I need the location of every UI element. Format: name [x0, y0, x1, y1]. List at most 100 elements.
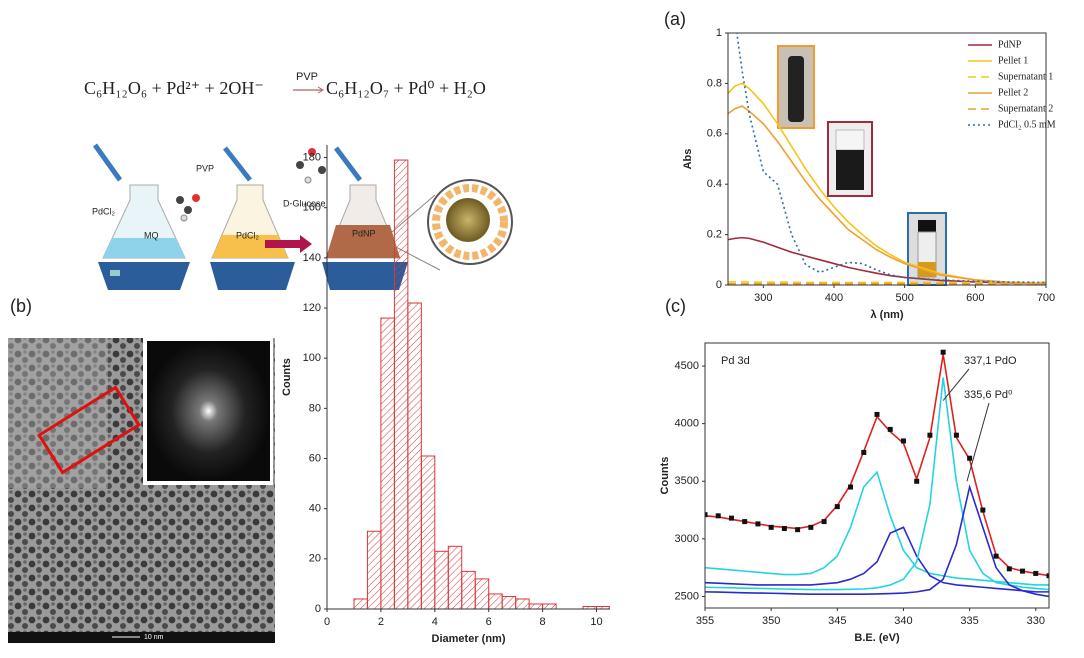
bar: [380, 317, 395, 609]
leader: [966, 402, 990, 482]
x-axis-label: Diameter (nm): [432, 633, 506, 645]
products: C₆H₁₂O₇ + Pd⁰ + H₂O: [326, 78, 486, 98]
data-point: [795, 527, 801, 533]
data-point: [953, 432, 959, 438]
y-axis-label: Counts: [281, 358, 293, 396]
vial-photos: [777, 45, 947, 286]
y-tick-label: 0.4: [707, 178, 722, 190]
x-tick-label: 600: [966, 292, 984, 304]
legend-label: Pellet 1: [998, 55, 1028, 66]
x-tick-label: 10: [590, 616, 602, 628]
data-point: [900, 438, 906, 444]
y-tick-label: 20: [309, 553, 321, 565]
panel-label: (c): [665, 296, 686, 316]
bar: [407, 302, 422, 609]
x-tick-label: 4: [432, 616, 438, 628]
plot-area: [705, 349, 1049, 598]
plot-frame: [704, 342, 1050, 609]
x-tick-label: 6: [486, 616, 492, 628]
y-tick-label: 80: [309, 402, 321, 414]
y-tick-label: 160: [303, 202, 321, 214]
x-tick-label: 340: [894, 615, 912, 627]
bar: [420, 455, 436, 609]
data-point: [1006, 566, 1012, 572]
x-tick-label: 400: [825, 292, 843, 304]
legend-label: PdNP: [998, 39, 1022, 50]
bar: [501, 595, 517, 609]
x-axis-label: λ (nm): [871, 309, 904, 321]
x-tick-label: 8: [540, 616, 546, 628]
line: [728, 105, 1046, 285]
process-arrow: [265, 235, 312, 253]
scheme-label: PVP: [196, 163, 214, 173]
x-tick-label: 300: [754, 292, 772, 304]
data-point: [887, 426, 893, 432]
plot-area: [728, 33, 1046, 285]
scale-bar-label: 10 nm: [144, 634, 164, 641]
annotation: Pd 3d: [721, 355, 750, 367]
line: [728, 82, 1046, 285]
line: [705, 526, 1049, 593]
bar: [366, 530, 382, 609]
reaction-scheme: C₆H₁₂O₆ + Pd²⁺ + 2OH⁻ PVP C₆H₁₂O₇ + Pd⁰ …: [84, 71, 513, 290]
legend-label: Supernatant 2: [998, 103, 1053, 114]
bar: [461, 570, 476, 609]
bar: [528, 603, 544, 609]
arrow-label: PVP: [296, 71, 318, 83]
y-tick-label: 0: [315, 603, 321, 615]
data-point: [808, 524, 814, 530]
stirrer-1: [92, 143, 190, 290]
stirrer-2: [176, 146, 295, 290]
data-point: [821, 519, 827, 525]
bar: [353, 598, 368, 609]
legend-label: Pellet 2: [998, 87, 1028, 98]
x-tick-label: 330: [1027, 615, 1045, 627]
bar: [393, 159, 409, 609]
y-tick-label: 4000: [675, 418, 699, 430]
legend-label: PdCl₂ 0.5 mM: [998, 119, 1056, 130]
y-tick-label: 0: [716, 279, 722, 291]
data-point: [967, 455, 973, 461]
scheme-label: PdNP: [352, 228, 376, 238]
scheme-label: MQ: [144, 230, 159, 240]
scheme-label: D-Glucose: [283, 198, 326, 208]
data-point: [768, 524, 774, 530]
line: [728, 281, 1046, 284]
annotation: 337,1 PdO: [964, 355, 1017, 367]
scheme-label: PdCl₂: [236, 230, 260, 240]
bar: [434, 550, 449, 609]
data-point: [848, 484, 854, 490]
panel-label: (a): [664, 9, 686, 29]
leader: [942, 368, 970, 401]
y-tick-label: 120: [303, 302, 321, 314]
line: [705, 354, 1049, 577]
bar: [474, 578, 490, 609]
y-tick-label: 2500: [675, 590, 699, 602]
data-point: [861, 449, 867, 455]
plot-frame: [727, 32, 1047, 286]
y-axis-label: Counts: [659, 457, 671, 495]
x-tick-label: 0: [324, 616, 330, 628]
bar: [515, 598, 530, 609]
x-tick-label: 345: [828, 615, 846, 627]
x-tick-label: 355: [696, 615, 714, 627]
bar: [447, 545, 463, 609]
data-point: [705, 512, 708, 518]
data-point: [755, 521, 761, 527]
data-point: [781, 526, 787, 531]
y-tick-label: 180: [303, 151, 321, 163]
data-point: [874, 411, 880, 417]
data-point: [742, 519, 748, 525]
x-tick-label: 700: [1037, 292, 1055, 304]
y-tick-label: 60: [309, 452, 321, 464]
panel-label: (b): [10, 296, 32, 316]
y-tick-label: 100: [303, 352, 321, 364]
line: [705, 377, 1049, 591]
data-point: [834, 504, 840, 510]
y-tick-label: 0.8: [707, 77, 722, 89]
y-tick-label: 3000: [675, 533, 699, 545]
y-tick-label: 3500: [675, 475, 699, 487]
y-axis-label: Abs: [682, 149, 694, 170]
x-tick-label: 500: [895, 292, 913, 304]
